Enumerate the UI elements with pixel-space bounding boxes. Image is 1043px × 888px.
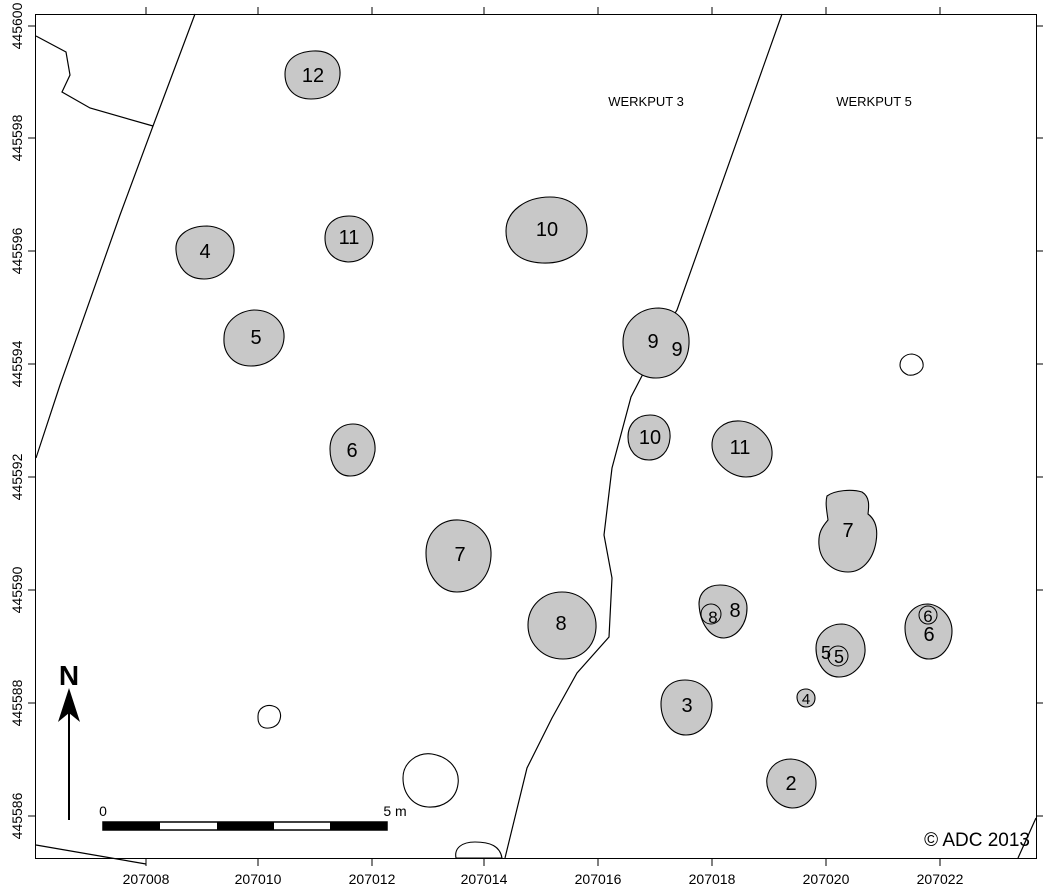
feature-label: 11 bbox=[339, 227, 360, 249]
feature-label: 7 bbox=[842, 520, 853, 542]
feature-label: 11 bbox=[730, 437, 751, 459]
feature-label: 8 bbox=[708, 608, 717, 627]
feature-outline bbox=[818, 489, 878, 573]
feature-label: 6 bbox=[923, 607, 932, 626]
inner-ring bbox=[700, 603, 722, 625]
open-feature bbox=[455, 841, 503, 859]
y-tick-label: 445586 bbox=[9, 792, 25, 839]
open-features bbox=[257, 353, 924, 859]
top-left-boundary bbox=[35, 35, 154, 127]
feature-outline bbox=[660, 679, 713, 736]
inner-rings bbox=[700, 603, 938, 667]
feature-label: 4 bbox=[802, 691, 810, 708]
feature-outline bbox=[425, 519, 492, 593]
y-tick-marks bbox=[28, 25, 1043, 817]
y-tick-label: 445590 bbox=[9, 566, 25, 613]
open-feature bbox=[257, 704, 282, 729]
feature-label: 10 bbox=[639, 427, 661, 449]
y-tick-label: 445588 bbox=[9, 679, 25, 726]
feature-label: 12 bbox=[302, 65, 324, 87]
feature-labels: 12 4 11 10 5 9 9 6 10 11 7 7 8 8 8 6 6 5… bbox=[199, 65, 934, 795]
feature-outline bbox=[505, 196, 588, 264]
feature-outline bbox=[904, 603, 953, 660]
open-feature bbox=[899, 353, 924, 376]
left-trench-boundary bbox=[35, 13, 196, 459]
y-tick-label: 445594 bbox=[9, 340, 25, 387]
trench-label-werkput-5: WERKPUT 5 bbox=[836, 94, 912, 109]
feature-label: 2 bbox=[785, 773, 796, 795]
feature-label: 10 bbox=[536, 219, 558, 241]
inner-ring bbox=[918, 605, 938, 625]
feature-outline bbox=[175, 225, 235, 280]
feature-outline bbox=[711, 420, 773, 478]
filled-features bbox=[175, 50, 690, 660]
feature-label: 8 bbox=[555, 613, 566, 635]
feature-label: 9 bbox=[671, 339, 682, 361]
x-tick-label: 207022 bbox=[917, 871, 964, 887]
y-axis-labels: 445600 445598 445596 445594 445592 44559… bbox=[9, 2, 25, 839]
feature-label: 3 bbox=[681, 695, 692, 717]
feature-label: 9 bbox=[647, 331, 658, 353]
feature-outline bbox=[815, 623, 866, 678]
feature-outline bbox=[223, 309, 285, 367]
feature-outline bbox=[766, 758, 817, 809]
feature-outline bbox=[329, 423, 376, 477]
y-tick-label: 445596 bbox=[9, 227, 25, 274]
x-tick-label: 207014 bbox=[461, 871, 508, 887]
feature-label: 5 bbox=[834, 647, 844, 667]
feature-label: 4 bbox=[199, 241, 210, 263]
filled-features-werkput-5 bbox=[627, 414, 953, 809]
trench-label-werkput-3: WERKPUT 3 bbox=[608, 94, 684, 109]
feature-outline bbox=[627, 414, 671, 461]
x-tick-label: 207016 bbox=[575, 871, 622, 887]
feature-label: 5 bbox=[821, 643, 831, 663]
x-tick-label: 207018 bbox=[689, 871, 736, 887]
scale-bar: 0 5 m bbox=[99, 803, 407, 831]
feature-label: 7 bbox=[454, 544, 465, 566]
north-arrow-icon: N bbox=[58, 660, 80, 820]
y-tick-label: 445598 bbox=[9, 114, 25, 161]
bottom-left-boundary bbox=[35, 844, 147, 865]
feature-outline bbox=[796, 688, 816, 708]
feature-outline bbox=[324, 215, 374, 263]
x-tick-marks bbox=[145, 7, 941, 866]
feature-label: 6 bbox=[346, 440, 357, 462]
x-tick-label: 207010 bbox=[235, 871, 282, 887]
feature-label: 6 bbox=[923, 624, 934, 646]
bottom-right-boundary bbox=[1017, 817, 1037, 859]
x-tick-label: 207020 bbox=[803, 871, 850, 887]
y-tick-label: 445592 bbox=[9, 453, 25, 500]
feature-label: 8 bbox=[729, 600, 740, 622]
copyright-text: © ADC 2013 bbox=[924, 830, 1030, 851]
feature-outline bbox=[527, 591, 597, 660]
y-tick-label: 445600 bbox=[9, 2, 25, 49]
map-frame bbox=[35, 14, 1037, 859]
open-feature bbox=[402, 753, 459, 808]
feature-outline bbox=[698, 584, 748, 639]
x-tick-label: 207008 bbox=[123, 871, 170, 887]
scale-end-label: 5 m bbox=[383, 803, 406, 819]
feature-label: 5 bbox=[250, 327, 261, 349]
feature-outline bbox=[284, 50, 341, 100]
inner-ring bbox=[827, 645, 849, 667]
x-axis-labels: 207008 207010 207012 207014 207016 20701… bbox=[123, 871, 964, 887]
x-tick-label: 207012 bbox=[349, 871, 396, 887]
north-label: N bbox=[59, 660, 79, 691]
trench-boundaries bbox=[35, 13, 1037, 865]
feature-outline bbox=[622, 307, 690, 379]
scale-start-label: 0 bbox=[99, 803, 107, 819]
